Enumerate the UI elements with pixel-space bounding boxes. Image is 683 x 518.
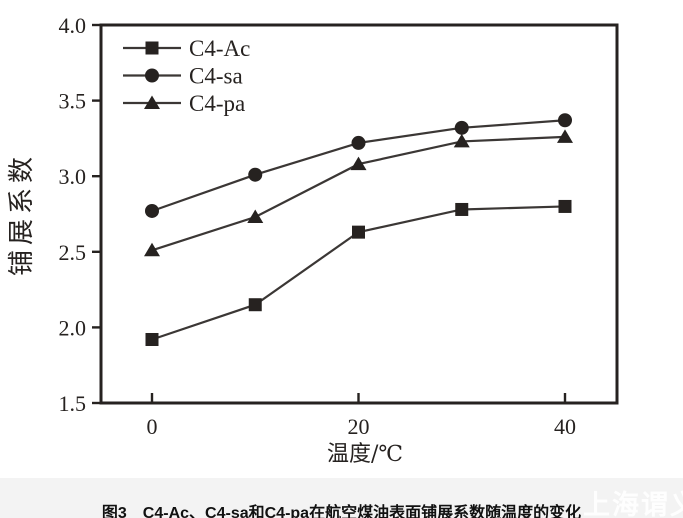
square-marker (352, 225, 365, 239)
caption-bar: 图3 C4-Ac、C4-sa和C4-pa在航空煤油表面铺展系数随温度的变化 上海… (0, 478, 683, 518)
legend-item-C4-pa: C4-pa (123, 91, 245, 116)
triangle-icon (144, 95, 160, 109)
legend-label: C4-sa (189, 64, 243, 89)
spreading-coefficient-chart: 1.5 2.0 2.5 3.0 3.5 4.0 0 20 40 温度/℃ 铺展系数 C4-Ac C4-s… (7, 13, 619, 467)
square-marker (558, 199, 572, 213)
y-tick-label: 1.5 (59, 391, 87, 416)
plot-frame (99, 23, 619, 405)
series-C4-pa (144, 129, 573, 257)
triangle-marker (247, 209, 264, 224)
triangle-marker (557, 129, 573, 143)
figure-caption: 图3 C4-Ac、C4-sa和C4-pa在航空煤油表面铺展系数随温度的变化 (101, 505, 582, 518)
triangle-marker (144, 242, 160, 257)
square-marker (145, 332, 159, 346)
legend-item-C4-sa: C4-sa (123, 64, 243, 89)
watermark: 上海谓义 (583, 490, 683, 518)
x-tick-label: 40 (554, 414, 576, 439)
x-axis-label: 温度/℃ (327, 442, 403, 467)
square-marker (455, 202, 469, 216)
x-tick-label: 20 (348, 414, 370, 439)
circle-marker (558, 113, 572, 128)
legend-label: C4-pa (189, 91, 245, 116)
legend-label: C4-Ac (189, 36, 250, 61)
circle-marker (145, 203, 159, 218)
circle-marker (454, 120, 469, 135)
circle-marker (351, 135, 366, 150)
triangle-marker (350, 156, 367, 171)
series-C4-Ac (145, 199, 572, 346)
circle-icon (145, 68, 159, 83)
y-tick-label: 2.5 (59, 240, 87, 265)
y-axis-label: 铺展系数 (7, 152, 37, 276)
y-tick-label: 3.5 (59, 89, 87, 114)
y-tick-label: 2.0 (59, 315, 87, 340)
legend-item-C4-Ac: C4-Ac (123, 36, 250, 61)
circle-marker (248, 167, 263, 182)
x-tick-label: 0 (147, 414, 158, 439)
y-tick-label: 4.0 (59, 13, 87, 38)
square-icon (145, 41, 159, 55)
series-C4-sa (145, 113, 572, 218)
triangle-marker (453, 133, 470, 148)
square-marker (248, 298, 262, 312)
y-tick-label: 3.0 (59, 164, 87, 189)
